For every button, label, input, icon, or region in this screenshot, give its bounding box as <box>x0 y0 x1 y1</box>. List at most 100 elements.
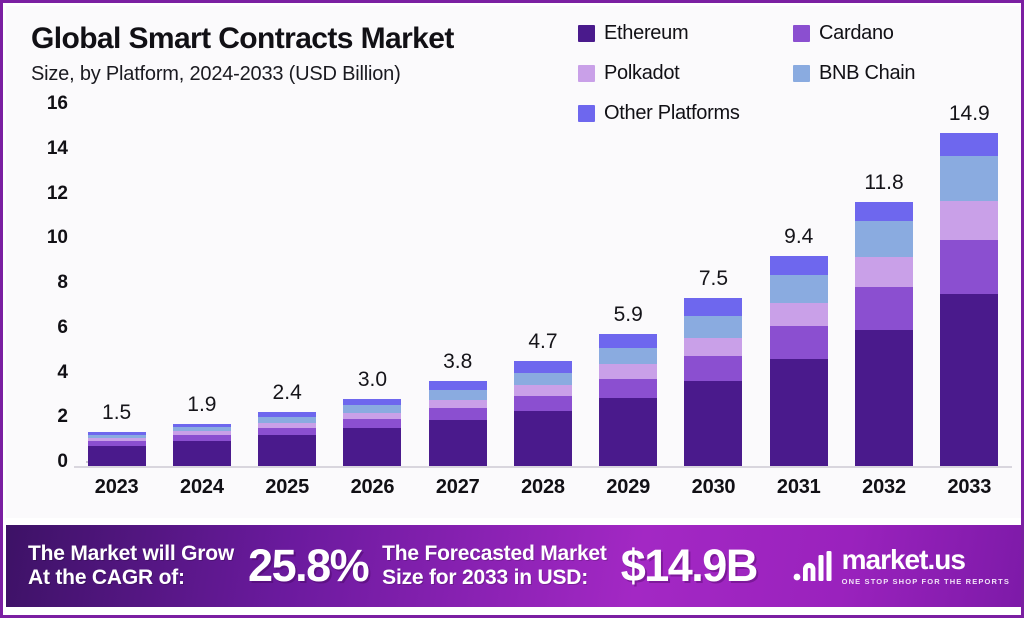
bar-column-2029[interactable]: 5.9 <box>586 110 671 466</box>
bar-segment-other-platforms <box>940 132 999 157</box>
legend-item-ethereum[interactable]: Ethereum <box>578 22 793 45</box>
x-axis-tick-label: 2025 <box>265 476 310 498</box>
market-us-logo[interactable]: market.us ONE STOP SHOP FOR THE REPORTS <box>792 546 1010 586</box>
bar-segment-polkadot <box>428 399 487 409</box>
bar-column-2023[interactable]: 1.5 <box>74 110 159 466</box>
bar-column-2026[interactable]: 3.0 <box>330 110 415 466</box>
legend-label: Polkadot <box>604 62 680 84</box>
legend-label: BNB Chain <box>819 62 916 84</box>
bar-stack: 3.0 <box>343 368 402 466</box>
bar-stack: 1.9 <box>172 393 231 466</box>
bar-segment-bnb-chain <box>684 316 743 338</box>
bar-segment-bnb-chain <box>258 417 317 423</box>
x-axis-labels: 2023 2024 2025 2026 2027 2028 2029 2030 2031 2032… <box>74 476 1012 499</box>
legend-swatch-icon <box>793 25 810 42</box>
bar-segment-cardano <box>87 441 146 446</box>
y-axis-tick-label: 2 <box>57 406 68 428</box>
bar-segment-ethereum <box>87 445 146 466</box>
bar-segment-other-platforms <box>87 432 146 435</box>
bar-segment-bnb-chain <box>940 156 999 201</box>
bar-stack: 1.5 <box>87 401 146 466</box>
x-axis-tick-label: 2032 <box>862 476 906 498</box>
y-axis-tick-label: 0 <box>57 451 68 472</box>
x-axis-line <box>74 466 1012 468</box>
bar-segment-other-platforms <box>513 360 572 373</box>
bar-segment-polkadot <box>684 337 743 356</box>
legend-label: Cardano <box>819 22 894 44</box>
bar-column-2028[interactable]: 4.7 <box>500 110 585 466</box>
x-axis-tick-label: 2031 <box>776 476 821 498</box>
page-title: Global Smart Contracts Market <box>31 22 454 55</box>
bar-segment-polkadot <box>172 431 231 436</box>
bar-total-label: 3.0 <box>357 367 388 391</box>
bar-segment-bnb-chain <box>769 274 828 303</box>
bar-column-2031[interactable]: 9.4 <box>756 110 841 466</box>
bar-segment-cardano <box>940 240 999 294</box>
x-axis-tick-label: 2024 <box>180 476 224 498</box>
bar-column-2025[interactable]: 2.4 <box>245 110 330 466</box>
bar-segment-polkadot <box>343 412 402 420</box>
legend-item-other-platforms[interactable]: Other Platforms <box>578 102 793 125</box>
bar-segment-other-platforms <box>855 202 914 222</box>
bar-segment-cardano <box>513 396 572 412</box>
legend-item-polkadot[interactable]: Polkadot <box>578 62 793 85</box>
cagr-value: 25.8% <box>248 540 370 591</box>
cagr-label: The Market will Grow At the CAGR of: <box>28 542 234 590</box>
bar-segment-other-platforms <box>769 255 828 275</box>
bar-total-label: 1.9 <box>187 392 217 416</box>
legend-item-cardano[interactable]: Cardano <box>793 22 1008 45</box>
y-axis-tick-label: 8 <box>57 272 68 293</box>
bar-column-2033[interactable]: 14.9 <box>927 102 1012 466</box>
bar-segment-polkadot <box>769 302 828 327</box>
chart-card: Global Smart Contracts Market Size, by P… <box>6 6 1021 518</box>
bar-segment-ethereum <box>172 440 231 466</box>
cagr-label-line2: At the CAGR of: <box>28 566 185 589</box>
legend-swatch-icon <box>578 25 595 42</box>
bar-stack: 7.5 <box>684 267 743 466</box>
x-axis-tick-label: 2029 <box>606 476 651 498</box>
bar-segment-polkadot <box>940 200 999 241</box>
bar-segment-cardano <box>258 427 317 436</box>
bar-segment-ethereum <box>769 358 828 466</box>
bar-stack: 4.7 <box>513 330 572 466</box>
bar-column-2024[interactable]: 1.9 <box>159 110 244 466</box>
x-axis-tick-label: 2028 <box>521 476 565 498</box>
bar-total-label: 11.8 <box>864 171 904 194</box>
page-subtitle: Size, by Platform, 2024-2033 (USD Billio… <box>31 63 401 85</box>
y-axis-tick-label: 4 <box>57 361 68 383</box>
x-axis-tick-label: 2030 <box>691 476 736 498</box>
bar-total-label: 3.8 <box>443 350 473 374</box>
bar-segment-ethereum <box>855 329 914 466</box>
y-axis-tick-label: 10 <box>46 227 68 249</box>
bar-column-2027[interactable]: 3.8 <box>415 110 500 466</box>
bar-column-2030[interactable]: 7.5 <box>671 110 756 466</box>
chart-legend: Ethereum Cardano Polkadot BNB Chain Other Pl… <box>578 22 1008 125</box>
bar-segment-polkadot <box>855 256 914 288</box>
bar-column-2032[interactable]: 11.8 <box>841 110 926 466</box>
bar-segment-ethereum <box>599 397 658 466</box>
bar-segment-cardano <box>428 408 487 421</box>
legend-label: Ethereum <box>604 22 689 44</box>
y-axis-tick-label: 16 <box>46 93 68 114</box>
logo-bars-icon <box>793 551 832 581</box>
legend-swatch-icon <box>578 105 595 122</box>
bar-total-label: 4.7 <box>528 329 558 353</box>
bar-segment-cardano <box>684 355 743 381</box>
bar-segment-ethereum <box>343 428 402 466</box>
bar-segment-bnb-chain <box>428 390 487 400</box>
legend-swatch-icon <box>793 65 810 82</box>
legend-item-bnb-chain[interactable]: BNB Chain <box>793 62 1008 85</box>
bar-segment-bnb-chain <box>172 426 231 432</box>
x-axis-tick-label: 2026 <box>350 476 395 498</box>
logo-text-block: market.us ONE STOP SHOP FOR THE REPORTS <box>841 544 1010 587</box>
bar-segment-bnb-chain <box>343 405 402 413</box>
bar-segment-bnb-chain <box>87 434 146 439</box>
bar-total-label: 2.4 <box>272 381 302 405</box>
logo-name: market.us <box>841 544 966 575</box>
bar-segment-cardano <box>769 326 828 359</box>
bar-segment-polkadot <box>258 422 317 428</box>
legend-swatch-icon <box>578 65 595 82</box>
y-axis-tick-label: 14 <box>46 137 68 159</box>
plot-area: 1.5 1.9 2.4 3.0 3.8 4.7 5.9 7.5 9.4 11.8 14.9 <box>74 102 1012 468</box>
